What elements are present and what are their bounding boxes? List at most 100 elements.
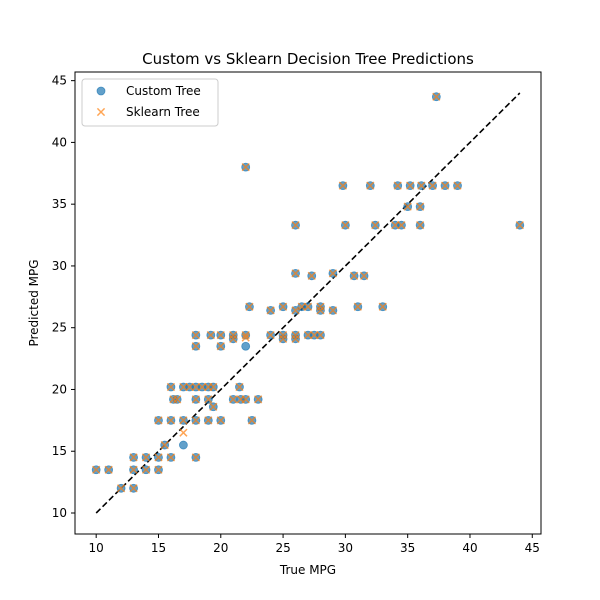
sklearn-tree-point	[316, 302, 325, 311]
sklearn-tree-point	[92, 465, 101, 474]
sklearn-tree-point	[209, 402, 218, 411]
custom-tree-point	[241, 341, 251, 351]
sklearn-tree-point	[206, 330, 215, 340]
legend-marker-sklearn-tree	[96, 107, 106, 117]
sklearn-tree-point	[104, 465, 113, 474]
y-tick-label: 10	[52, 506, 67, 520]
sklearn-tree-point	[116, 484, 126, 493]
y-tick-label: 15	[52, 444, 67, 458]
sklearn-tree-point	[191, 342, 200, 351]
y-axis-label: Predicted MPG	[27, 259, 41, 346]
sklearn-tree-point	[417, 181, 426, 190]
sklearn-tree-point	[278, 334, 288, 343]
sklearn-tree-point	[307, 271, 316, 280]
sklearn-tree-point	[266, 306, 275, 315]
plot-frame	[74, 71, 542, 535]
sklearn-tree-point	[432, 92, 441, 101]
y-tick-label: 25	[52, 321, 67, 335]
y-tick-label: 45	[52, 74, 67, 88]
sklearn-tree-point	[297, 302, 306, 311]
y-tick-label: 20	[52, 382, 67, 396]
sklearn-tree-point	[406, 181, 415, 190]
sklearn-tree-point	[229, 395, 238, 404]
x-tick-label: 15	[151, 541, 166, 555]
sklearn-tree-point	[129, 465, 138, 474]
sklearn-tree-point	[316, 306, 325, 315]
sklearn-tree-point	[216, 330, 225, 340]
sklearn-tree-point	[245, 302, 254, 311]
x-tick-label: 25	[275, 541, 290, 555]
sklearn-tree-point	[359, 271, 369, 280]
sklearn-tree-point	[191, 395, 200, 404]
sklearn-tree-point	[173, 395, 182, 404]
sklearn-tree-point	[204, 416, 213, 425]
sklearn-tree-point	[141, 453, 151, 462]
sklearn-tree-point	[440, 181, 450, 190]
sklearn-tree-point	[278, 330, 288, 340]
legend: Custom Tree Sklearn Tree	[81, 78, 219, 127]
sklearn-tree-point	[428, 181, 437, 190]
sklearn-tree-point	[303, 302, 313, 311]
sklearn-tree-point	[353, 302, 362, 311]
y-tick-label: 30	[52, 259, 67, 273]
sklearn-tree-point	[515, 221, 524, 230]
sklearn-tree-point	[129, 453, 138, 462]
x-tick-label: 30	[338, 541, 353, 555]
sklearn-tree-point	[241, 162, 250, 172]
sklearn-tree-point	[216, 416, 225, 425]
sklearn-tree-point	[453, 181, 462, 190]
sklearn-tree-point	[197, 382, 207, 392]
x-tick-label: 45	[525, 541, 540, 555]
sklearn-tree-point	[416, 202, 425, 211]
sklearn-tree-point	[338, 181, 348, 190]
x-axis-label: True MPG	[279, 563, 336, 577]
sklearn-tree-point	[371, 221, 380, 230]
sklearn-tree-point	[204, 395, 213, 404]
sklearn-tree-point	[141, 465, 151, 474]
sklearn-tree-point	[291, 269, 300, 278]
sklearn-tree-point	[303, 330, 313, 340]
sklearn-tree-point	[247, 416, 257, 425]
y-axis: 10 15 20 25 30 35 40 45	[52, 74, 75, 520]
sklearn-tree-point	[291, 221, 300, 230]
sklearn-tree-point	[179, 382, 188, 392]
sklearn-tree-point	[179, 428, 188, 437]
sklearn-tree-point	[397, 221, 406, 230]
sklearn-tree-point	[166, 382, 176, 392]
sklearn-tree-point	[229, 334, 238, 343]
sklearn-tree-point	[209, 382, 218, 392]
chart-title: Custom vs Sklearn Decision Tree Predicti…	[142, 50, 474, 68]
x-tick-label: 20	[213, 541, 228, 555]
custom-tree-point	[179, 440, 188, 450]
sklearn-tree-point	[166, 453, 176, 462]
sklearn-tree-point	[393, 181, 402, 190]
sklearn-tree-point	[416, 221, 425, 230]
sklearn-tree-point	[310, 330, 319, 340]
sklearn-tree-point	[403, 202, 412, 211]
sklearn-tree-point	[278, 302, 288, 311]
sklearn-tree-point	[179, 416, 188, 425]
legend-label-custom-tree: Custom Tree	[126, 84, 201, 98]
series-sklearn-tree	[92, 92, 524, 493]
legend-x-marker	[96, 107, 106, 117]
sklearn-tree-point	[169, 395, 178, 404]
sklearn-tree-point	[235, 382, 244, 392]
sklearn-tree-point	[254, 395, 263, 404]
sklearn-tree-point	[378, 302, 387, 311]
sklearn-tree-point	[154, 416, 163, 425]
sklearn-tree-point	[185, 382, 194, 392]
sklearn-tree-point	[328, 306, 338, 315]
plot-area	[74, 71, 542, 535]
legend-label-sklearn-tree: Sklearn Tree	[126, 105, 200, 119]
sklearn-tree-point	[229, 330, 238, 340]
sklearn-tree-point	[316, 330, 325, 340]
sklearn-tree-point	[191, 453, 200, 462]
sklearn-tree-point	[266, 330, 275, 340]
legend-circle-marker	[96, 86, 106, 96]
sklearn-tree-point	[241, 333, 250, 342]
sklearn-tree-point	[154, 453, 163, 462]
sklearn-tree-point	[291, 330, 300, 340]
x-tick-label: 10	[89, 541, 104, 555]
sklearn-tree-point	[291, 334, 300, 343]
legend-frame	[81, 78, 219, 127]
